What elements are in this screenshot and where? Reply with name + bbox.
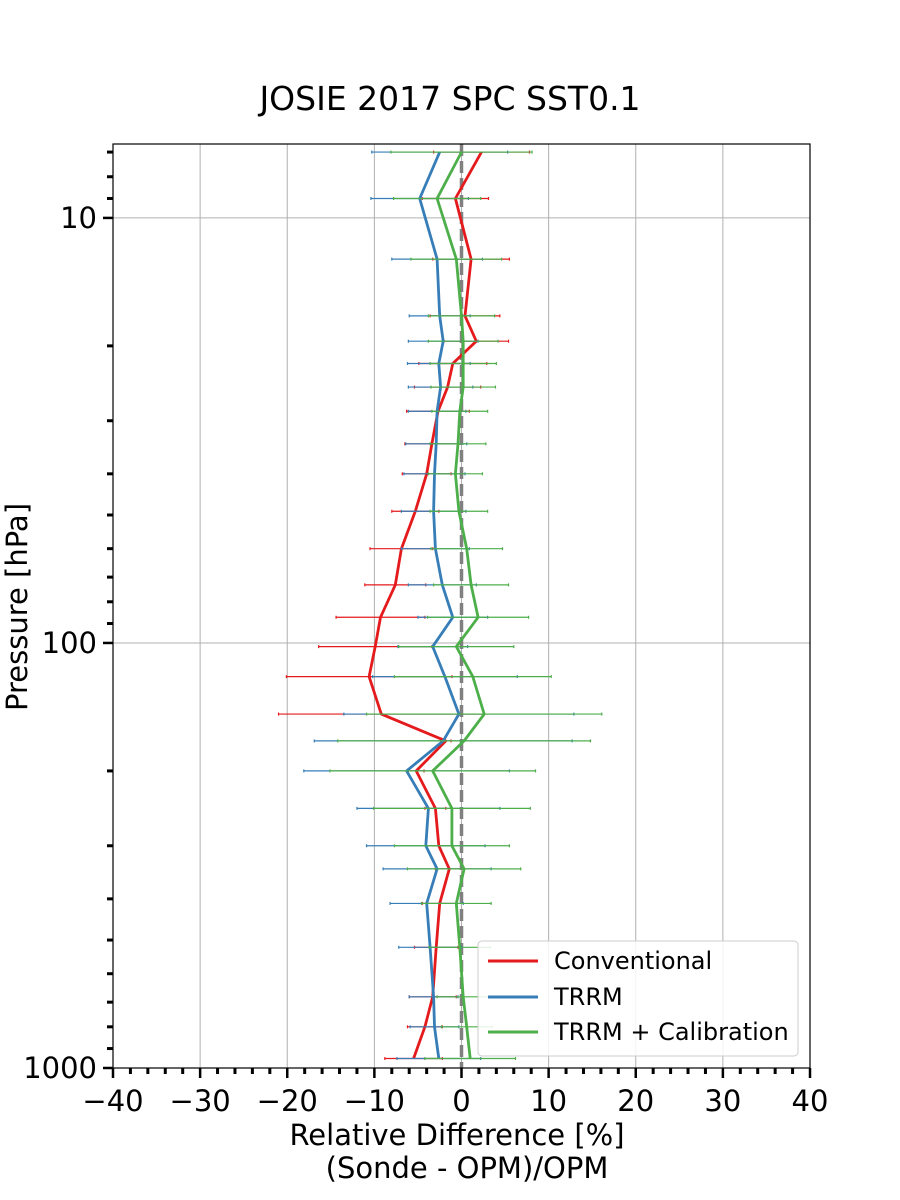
series-line: [367, 151, 483, 1059]
x-tick-label: −40: [82, 1084, 143, 1118]
legend-box: [477, 940, 799, 1057]
series-trrm-calibration: [329, 150, 603, 1061]
series-line: [431, 151, 486, 1059]
x-tick-label: −10: [344, 1084, 405, 1118]
y-tick-labels: 10 100 1000: [23, 201, 97, 1085]
legend-label-conventional: Conventional: [554, 947, 712, 975]
series-layer: [277, 150, 603, 1061]
x-tick-label: −30: [170, 1084, 231, 1118]
x-tick-label: −20: [257, 1084, 318, 1118]
x-tick-label: 30: [704, 1084, 741, 1118]
x-axis-label-line2: (Sonde - OPM)/OPM: [326, 1151, 609, 1185]
y-tick-label: 1000: [23, 1051, 97, 1085]
legend: Conventional TRRM TRRM + Calibration: [477, 940, 799, 1057]
legend-label-trrm: TRRM: [553, 983, 623, 1011]
x-tick-label: 0: [452, 1084, 470, 1118]
x-tick-label: 40: [792, 1084, 829, 1118]
y-tick-label: 100: [42, 626, 97, 660]
legend-label-trrm-calibration: TRRM + Calibration: [553, 1018, 789, 1046]
x-tick-labels: −40 −30 −20 −10 0 10 20 30 40: [82, 1084, 828, 1118]
axis-ticks: [103, 150, 812, 1078]
chart-title: JOSIE 2017 SPC SST0.1: [257, 79, 640, 118]
series-line: [405, 151, 461, 1059]
x-tick-label: 20: [617, 1084, 654, 1118]
x-axis-label: Relative Difference [%]: [289, 1118, 624, 1152]
series-conventional: [277, 150, 531, 1061]
y-axis-label: Pressure [hPa]: [0, 503, 34, 711]
x-tick-label: 10: [530, 1084, 567, 1118]
y-tick-label: 10: [60, 201, 97, 235]
